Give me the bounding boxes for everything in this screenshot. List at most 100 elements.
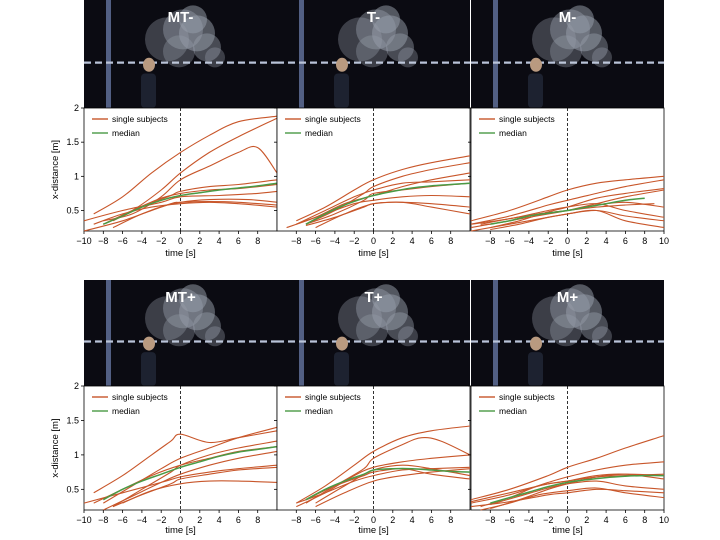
single-subject-line: [470, 461, 665, 504]
x-axis-ticks: −8 −6 −4 −2 0 2 4 6 8: [291, 510, 453, 525]
smoke-puff: [550, 288, 590, 329]
person-body: [528, 73, 543, 108]
legend: single subjects median: [285, 392, 361, 416]
single-subject-line: [490, 188, 665, 229]
smoke-puff: [179, 5, 207, 34]
x-axis-label: time [s]: [165, 248, 196, 259]
x-tick-label: −4: [137, 515, 147, 525]
photo-pole: [299, 280, 304, 386]
y-tick-label: 2: [74, 381, 79, 391]
smoke-puff: [532, 17, 576, 62]
legend: single subjects median: [92, 392, 168, 416]
x-tick-label: −4: [524, 515, 534, 525]
median-line: [102, 445, 278, 501]
photo-background: [277, 0, 470, 108]
x-tick-label: 0: [371, 236, 376, 246]
median-line: [305, 467, 471, 501]
legend: single subjects median: [479, 392, 555, 416]
x-tick-label: −6: [310, 236, 320, 246]
single-subject-line: [470, 488, 665, 508]
smoke-puff: [566, 284, 594, 313]
smoke-puff: [179, 15, 215, 52]
photo-smoke: [532, 5, 612, 68]
legend: single subjects median: [285, 114, 361, 138]
smoke-puff: [356, 314, 388, 347]
x-tick-label: 2: [584, 515, 589, 525]
photo-pole: [106, 280, 111, 386]
smoke-puff: [193, 312, 221, 341]
x-tick-label: 6: [429, 236, 434, 246]
smoke-puff: [163, 9, 203, 50]
person-head: [336, 57, 348, 72]
photo-1: MT-: [84, 0, 277, 108]
smoke-puff: [386, 33, 414, 62]
y-axis-ticks: [468, 107, 471, 211]
x-tick-label: 6: [236, 236, 241, 246]
smoke-puff: [163, 314, 195, 347]
x-tick-label: −8: [98, 236, 108, 246]
smoke-puff: [205, 47, 225, 68]
person-head: [530, 57, 542, 72]
x-tick-label: −6: [117, 515, 127, 525]
y-axis-ticks: [274, 385, 277, 490]
single-subject-line: [296, 466, 471, 504]
single-subject-line: [315, 468, 471, 508]
photo-smoke: [145, 284, 225, 347]
photo-5: T+: [277, 280, 470, 386]
x-axis-ticks: −8 −6 −4 −2 0 2 4 6 8 10: [485, 510, 669, 525]
smoke-puff: [356, 9, 396, 50]
x-tick-label: −2: [543, 515, 553, 525]
legend-label-median: median: [112, 406, 140, 416]
median-line: [102, 182, 278, 225]
x-tick-label: 0: [178, 515, 183, 525]
single-subject-curves: [83, 115, 278, 232]
panel-1: MT-single subjects median −10 −8 −6 −4 −2 0 2 4 6 8…: [50, 0, 278, 259]
y-axis-ticks: 0.5 1 1.5 2: [66, 381, 84, 494]
photo-background: [277, 280, 470, 386]
single-subject-line: [83, 198, 278, 232]
legend-label-single: single subjects: [305, 114, 361, 124]
person-head: [143, 336, 155, 351]
smoke-puff: [550, 35, 582, 68]
smoke-puff: [550, 9, 590, 50]
panel-3: M-single subjects median −8 −6 −4 −2 0 2 4 6 8 10 ti…: [468, 0, 669, 259]
x-tick-label: 4: [410, 236, 415, 246]
x-tick-label: −4: [524, 236, 534, 246]
single-subject-line: [470, 435, 665, 501]
x-tick-label: −8: [485, 515, 495, 525]
x-tick-label: 6: [623, 515, 628, 525]
x-tick-label: 2: [197, 515, 202, 525]
single-subject-line: [315, 464, 471, 504]
photo-4: MT+: [84, 280, 277, 386]
x-axis-label: time [s]: [552, 248, 583, 259]
panel-title: M-: [559, 9, 577, 26]
panel-title: T+: [365, 289, 383, 306]
smoke-puff: [566, 294, 602, 331]
panel-title: T-: [367, 9, 380, 26]
photo-smoke: [532, 284, 612, 347]
legend-label-median: median: [305, 406, 333, 416]
x-tick-label: −6: [504, 236, 514, 246]
y-tick-label: 0.5: [66, 206, 79, 216]
legend-label-median: median: [305, 128, 333, 138]
x-tick-label: 0: [178, 236, 183, 246]
single-subject-line: [93, 201, 278, 225]
x-tick-label: 10: [659, 236, 669, 246]
person-body: [141, 352, 156, 386]
smoke-puff: [398, 326, 418, 347]
x-axis-ticks: −8 −6 −4 −2 0 2 4 6 8 10: [485, 231, 669, 246]
x-tick-label: −2: [156, 236, 166, 246]
legend: single subjects median: [479, 114, 555, 138]
photo-pole: [106, 0, 111, 108]
panel-title: MT-: [168, 9, 194, 26]
legend-label-median: median: [112, 128, 140, 138]
panel-4: MT+ single subjects median −10 −8 −6 −4 −2 0 2 4 6 8…: [50, 280, 278, 536]
x-tick-label: −2: [543, 236, 553, 246]
photo-2: T-: [277, 0, 470, 108]
smoke-puff: [356, 288, 396, 329]
legend-label-single: single subjects: [112, 114, 168, 124]
x-tick-label: −6: [310, 515, 320, 525]
x-axis-label: time [s]: [165, 525, 196, 536]
x-tick-label: 8: [255, 236, 260, 246]
x-tick-label: 8: [255, 515, 260, 525]
